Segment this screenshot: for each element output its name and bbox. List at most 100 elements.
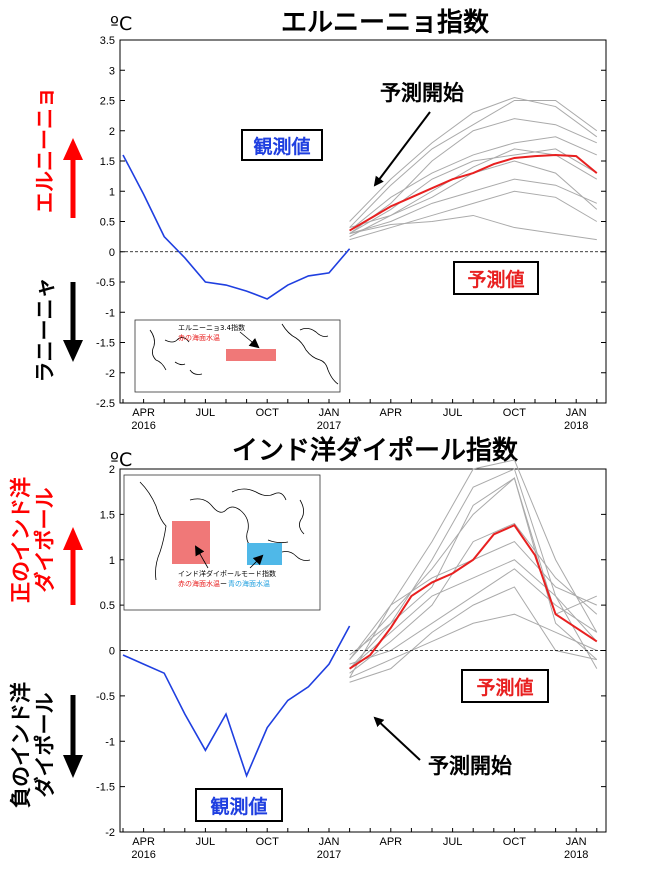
coastline xyxy=(139,481,311,581)
forecast-label-box: 予測値 xyxy=(453,261,539,295)
ensemble-member-line xyxy=(349,148,598,235)
ensemble-member-line xyxy=(349,178,598,235)
west-box xyxy=(172,521,210,564)
y-tick-label: -0.5 xyxy=(96,277,115,289)
y-tick-label: -2.5 xyxy=(96,398,115,410)
ensemble-member-line xyxy=(349,136,598,231)
x-tick-year: 2018 xyxy=(564,849,588,861)
observed-label: 観測値 xyxy=(253,135,310,158)
forecast-start-label: 予測開始 xyxy=(380,81,464,105)
observed-label: 観測値 xyxy=(210,795,267,818)
svg-text:青の海面水温: 青の海面水温 xyxy=(228,579,270,588)
y-tick-label: 1.5 xyxy=(100,156,115,168)
x-tick-label: OCT xyxy=(503,407,527,419)
east-box xyxy=(247,543,282,565)
ensemble-member-line xyxy=(349,559,598,670)
svg-text:負のインド洋: 負のインド洋 xyxy=(9,682,33,808)
svg-text:ダイポール: ダイポール xyxy=(33,693,57,798)
x-tick-year: 2017 xyxy=(317,420,341,432)
series-lines xyxy=(120,524,606,778)
forecast-mean-line xyxy=(349,524,598,670)
x-tick-label: JAN xyxy=(319,836,340,848)
y-tick-label: -0.5 xyxy=(96,691,115,703)
y-tick-label: 1 xyxy=(109,186,115,198)
y-tick-label: 3 xyxy=(109,65,115,77)
forecast-members xyxy=(349,459,598,683)
chart-title: インド洋ダイポール指数 xyxy=(232,435,519,466)
chart-title: エルニーニョ指数 xyxy=(281,8,490,38)
ensemble-member-line xyxy=(349,96,598,222)
observed-label-box: 観測値 xyxy=(241,129,323,161)
x-tick-label: OCT xyxy=(256,836,280,848)
inset-map-nino: エルニーニョ3.4指数 赤の海面水温 xyxy=(134,319,341,393)
up-arrow-head-icon xyxy=(63,138,83,160)
y-tick-label: -2 xyxy=(105,368,115,380)
ensemble-member-line xyxy=(349,522,598,674)
down-arrow-head-icon xyxy=(63,755,83,778)
ensemble-member-line xyxy=(349,148,598,238)
x-tick-year: 2016 xyxy=(131,420,155,432)
down-arrow-head-icon xyxy=(63,340,83,362)
series-lines xyxy=(120,153,606,300)
side-label-positive: エルニーニョ xyxy=(33,87,83,218)
y-tick-label: 2 xyxy=(109,126,115,138)
svg-text:インド洋ダイポールモード指数: インド洋ダイポールモード指数 xyxy=(178,569,276,578)
unit-label: ºC xyxy=(110,449,132,471)
x-tick-label: APR xyxy=(379,407,402,419)
x-tick-label: JAN xyxy=(566,407,587,419)
ensemble-member-line xyxy=(349,214,597,241)
side-label-negative: 負のインド洋 ダイポール xyxy=(9,682,83,808)
y-tick-label: -1 xyxy=(105,736,115,748)
forecast-start-arrow-icon xyxy=(373,111,431,187)
x-tick-label: APR xyxy=(132,407,155,419)
y-tick-label: 0.5 xyxy=(100,217,115,229)
x-tick-label: APR xyxy=(132,836,155,848)
inset-label2: 赤の海面水温 ー 青の海面水温 xyxy=(178,579,270,588)
ensemble-member-line xyxy=(349,100,598,228)
forecast-label: 予測値 xyxy=(467,268,524,291)
y-tick-label: 3.5 xyxy=(100,35,115,47)
x-tick-label: OCT xyxy=(256,407,280,419)
svg-text:赤の海面水温: 赤の海面水温 xyxy=(178,579,220,588)
coastline-americas xyxy=(281,323,339,385)
svg-text:ダイポール: ダイポール xyxy=(33,488,57,593)
unit-label: ºC xyxy=(110,13,132,35)
svg-text:ー: ー xyxy=(220,580,227,588)
ensemble-member-line xyxy=(349,477,598,660)
observed-line xyxy=(122,625,351,778)
forecast-label-box: 予測値 xyxy=(461,669,549,703)
y-tick-label: 0 xyxy=(109,646,115,658)
y-tick-label: 0.5 xyxy=(100,600,115,612)
x-tick-label: JUL xyxy=(196,407,216,419)
x-tick-label: JUL xyxy=(443,407,463,419)
svg-text:エルニーニョ: エルニーニョ xyxy=(33,87,57,213)
x-tick-label: JAN xyxy=(566,836,587,848)
iod-chart: インド洋ダイポール指数 ºC 21.510.50-0.5-1-1.5-2APR2… xyxy=(9,435,607,861)
forecast-start-label: 予測開始 xyxy=(428,754,512,778)
y-tick-label: -2 xyxy=(105,827,115,839)
y-tick-label: 2.5 xyxy=(100,96,115,108)
y-tick-label: 0 xyxy=(109,247,115,259)
side-label-positive: 正のインド洋 ダイポール xyxy=(9,477,83,605)
coastline-asia xyxy=(149,329,203,375)
svg-text:赤の海面水温: 赤の海面水温 xyxy=(178,333,220,342)
y-tick-label: -1.5 xyxy=(96,338,115,350)
x-tick-year: 2018 xyxy=(564,420,588,432)
x-tick-label: JUL xyxy=(196,836,216,848)
y-tick-label: 2 xyxy=(109,464,115,476)
forecast-mean-line xyxy=(349,153,598,232)
ensemble-member-line xyxy=(349,468,598,669)
ensemble-member-line xyxy=(349,118,598,235)
forecast-start-arrow-icon xyxy=(373,716,421,761)
ensemble-member-line xyxy=(349,613,598,679)
axis-ticks: 3.532.521.510.50-0.5-1-1.5-2-2.5APR2016J… xyxy=(96,35,606,432)
svg-text:ラニーニャ: ラニーニャ xyxy=(33,278,57,383)
y-tick-label: 1 xyxy=(109,555,115,567)
x-tick-label: JAN xyxy=(319,407,340,419)
svg-text:正のインド洋: 正のインド洋 xyxy=(9,477,33,603)
x-tick-label: JUL xyxy=(443,836,463,848)
y-tick-label: 1.5 xyxy=(100,509,115,521)
y-tick-label: -1 xyxy=(105,307,115,319)
up-arrow-head-icon xyxy=(63,527,83,550)
